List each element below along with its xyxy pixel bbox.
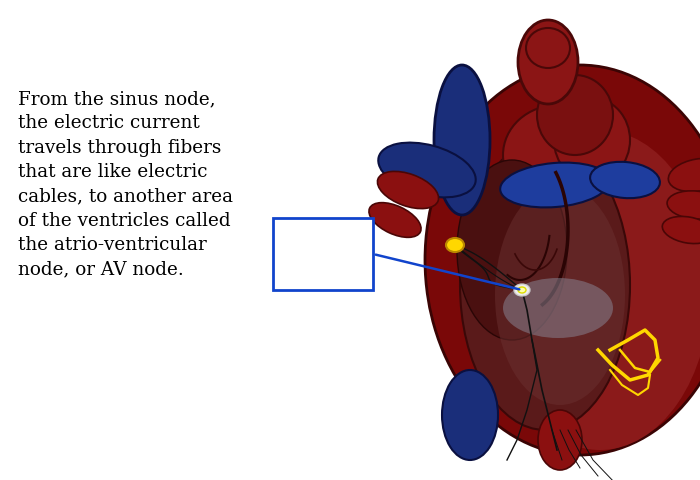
Ellipse shape: [425, 65, 700, 455]
Ellipse shape: [590, 162, 660, 198]
Text: AV
Node: AV Node: [296, 232, 350, 276]
Ellipse shape: [518, 20, 578, 104]
Text: From the sinus node,
the electric current
travels through fibers
that are like e: From the sinus node, the electric curren…: [18, 90, 233, 278]
Ellipse shape: [514, 284, 530, 296]
Ellipse shape: [503, 278, 613, 338]
Ellipse shape: [460, 140, 630, 430]
Ellipse shape: [500, 163, 610, 207]
Ellipse shape: [434, 65, 490, 215]
Ellipse shape: [537, 75, 613, 155]
Ellipse shape: [490, 130, 700, 450]
Ellipse shape: [554, 98, 630, 182]
Ellipse shape: [378, 143, 476, 197]
Ellipse shape: [442, 370, 498, 460]
Ellipse shape: [668, 158, 700, 192]
Ellipse shape: [526, 28, 570, 68]
Ellipse shape: [503, 105, 613, 205]
Ellipse shape: [369, 203, 421, 237]
Ellipse shape: [538, 410, 582, 470]
Ellipse shape: [377, 171, 439, 209]
FancyBboxPatch shape: [273, 218, 373, 290]
Ellipse shape: [518, 287, 526, 293]
Ellipse shape: [457, 160, 567, 340]
Ellipse shape: [495, 185, 625, 405]
Ellipse shape: [446, 238, 464, 252]
Ellipse shape: [662, 216, 700, 243]
Ellipse shape: [667, 191, 700, 219]
